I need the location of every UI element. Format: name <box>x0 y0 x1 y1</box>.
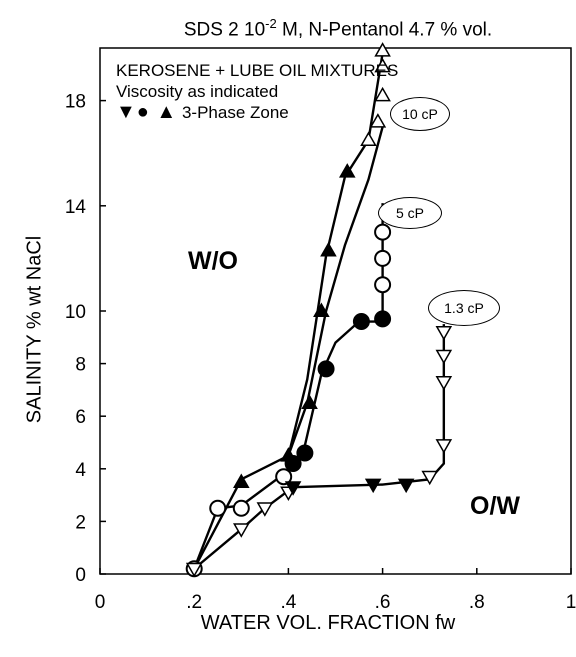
y-tick-label: 6 <box>75 407 86 428</box>
point-10cp-filled <box>233 473 250 488</box>
chart-title-main: SDS 2 10 <box>183 19 266 41</box>
point-10cp-open <box>374 86 391 102</box>
point-10cp-filled <box>320 241 337 257</box>
point-10cp-filled <box>301 394 318 410</box>
point-5cp-filled <box>374 310 392 328</box>
series-10cp-lower-line <box>287 126 384 457</box>
series-10cp-upper-line <box>193 53 384 570</box>
y-axis-label: SALINITY % wt NaCl <box>23 235 46 424</box>
y-tick-label: 0 <box>75 565 86 586</box>
legend-line-1: KEROSENE + LUBE OIL MIXTURES <box>116 61 399 80</box>
point-5cp-filled <box>317 360 335 378</box>
point-1-3cp-filled <box>284 481 302 496</box>
point-5cp-filled <box>352 313 370 331</box>
point-1-3cp-open <box>435 439 453 454</box>
point-10cp-open <box>369 113 387 128</box>
point-1-3cp-open <box>256 502 274 517</box>
series-5cp-line <box>193 203 384 570</box>
x-tick-label: .2 <box>186 592 202 613</box>
y-tick-label: 8 <box>75 355 86 376</box>
point-5cp-open <box>374 223 392 241</box>
y-tick-label: 14 <box>65 197 87 218</box>
x-tick-label: 0 <box>95 592 106 613</box>
y-tick-label: 18 <box>65 92 86 113</box>
chart-title-exponent: -2 <box>265 16 277 31</box>
series-1-3cp-line <box>193 324 446 570</box>
point-5cp-filled <box>296 444 314 462</box>
point-1-3cp-open <box>233 523 250 538</box>
point-1-3cp-open <box>185 562 203 578</box>
callout-10cp: 10 cP <box>390 97 450 131</box>
y-tick-label: 2 <box>75 512 86 533</box>
point-1-3cp-filled <box>397 478 415 494</box>
x-tick-label: .6 <box>375 592 391 613</box>
point-5cp-open <box>374 249 392 267</box>
point-10cp-open <box>374 57 391 73</box>
x-axis-label: WATER VOL. FRACTION fw <box>200 612 456 634</box>
point-5cp-open <box>232 499 250 517</box>
legend: KEROSENE + LUBE OIL MIXTURES Viscosity a… <box>116 60 398 123</box>
callout-5cp: 5 cP <box>378 197 442 229</box>
point-1-3cp-open <box>435 349 453 365</box>
region-label-ow: O/W <box>470 492 520 520</box>
point-1-3cp-open <box>435 376 453 391</box>
point-10cp-open <box>360 131 377 147</box>
point-1-3cp-open <box>435 326 453 341</box>
y-tick-label: 4 <box>75 460 86 481</box>
legend-symbols: ▼● ▲ <box>116 101 178 123</box>
y-tick-label: 10 <box>65 302 86 323</box>
x-tick-label: .4 <box>280 592 296 613</box>
legend-line-3: ▼● ▲ 3-Phase Zone <box>116 102 398 123</box>
point-5cp-open <box>374 276 392 294</box>
x-tick-label: .8 <box>469 592 485 613</box>
point-10cp-filled <box>338 163 356 178</box>
legend-three-phase-label: 3-Phase Zone <box>181 103 289 122</box>
point-10cp-open <box>374 42 391 57</box>
chart-title-rest: M, N-Pentanol 4.7 % vol. <box>276 19 493 41</box>
chart-title: SDS 2 10-2 M, N-Pentanol 4.7 % vol. <box>100 16 576 41</box>
point-5cp-open <box>209 499 227 517</box>
point-1-3cp-open <box>421 470 438 486</box>
x-tick-label: 1 <box>566 592 576 613</box>
point-1-3cp-filled <box>364 478 382 494</box>
point-10cp-filled <box>313 302 330 317</box>
callout-1-3cp: 1.3 cP <box>428 290 500 326</box>
point-5cp-open <box>275 468 293 486</box>
region-label-wo: W/O <box>188 247 238 275</box>
point-5cp-filled <box>284 455 302 473</box>
legend-line-2: Viscosity as indicated <box>116 82 279 101</box>
